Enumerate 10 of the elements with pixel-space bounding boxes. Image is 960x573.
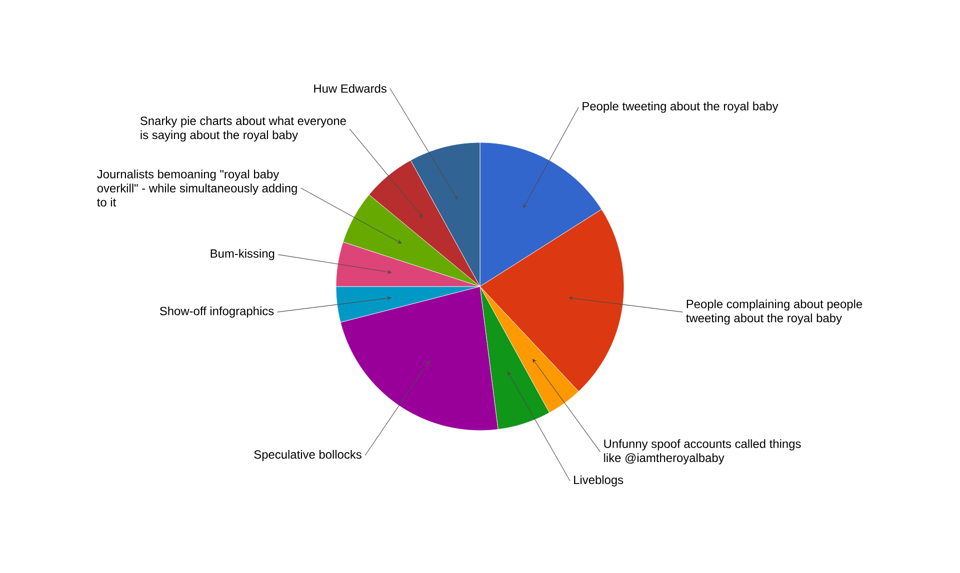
slice-label: Liveblogs [574,475,624,486]
slice-label: People complaining about people tweeting about the royal baby [686,299,862,325]
slice-label: Unfunny spoof accounts called things like @iamtheroyalbaby [604,439,801,464]
slice-label: Journalists bemoaning "royal baby overkill" - while simultaneously adding to it [97,170,297,206]
slice-label: Speculative bollocks [254,450,362,462]
slice-label: Bum-kissing [210,248,274,260]
slice-label: Snarky pie charts about what everyone is saying about the royal baby [140,116,346,142]
slice-label: Huw Edwards [314,84,386,93]
slice-label: Show-off infographics [160,306,274,318]
slice-label: People tweeting about the royal baby [582,102,778,113]
